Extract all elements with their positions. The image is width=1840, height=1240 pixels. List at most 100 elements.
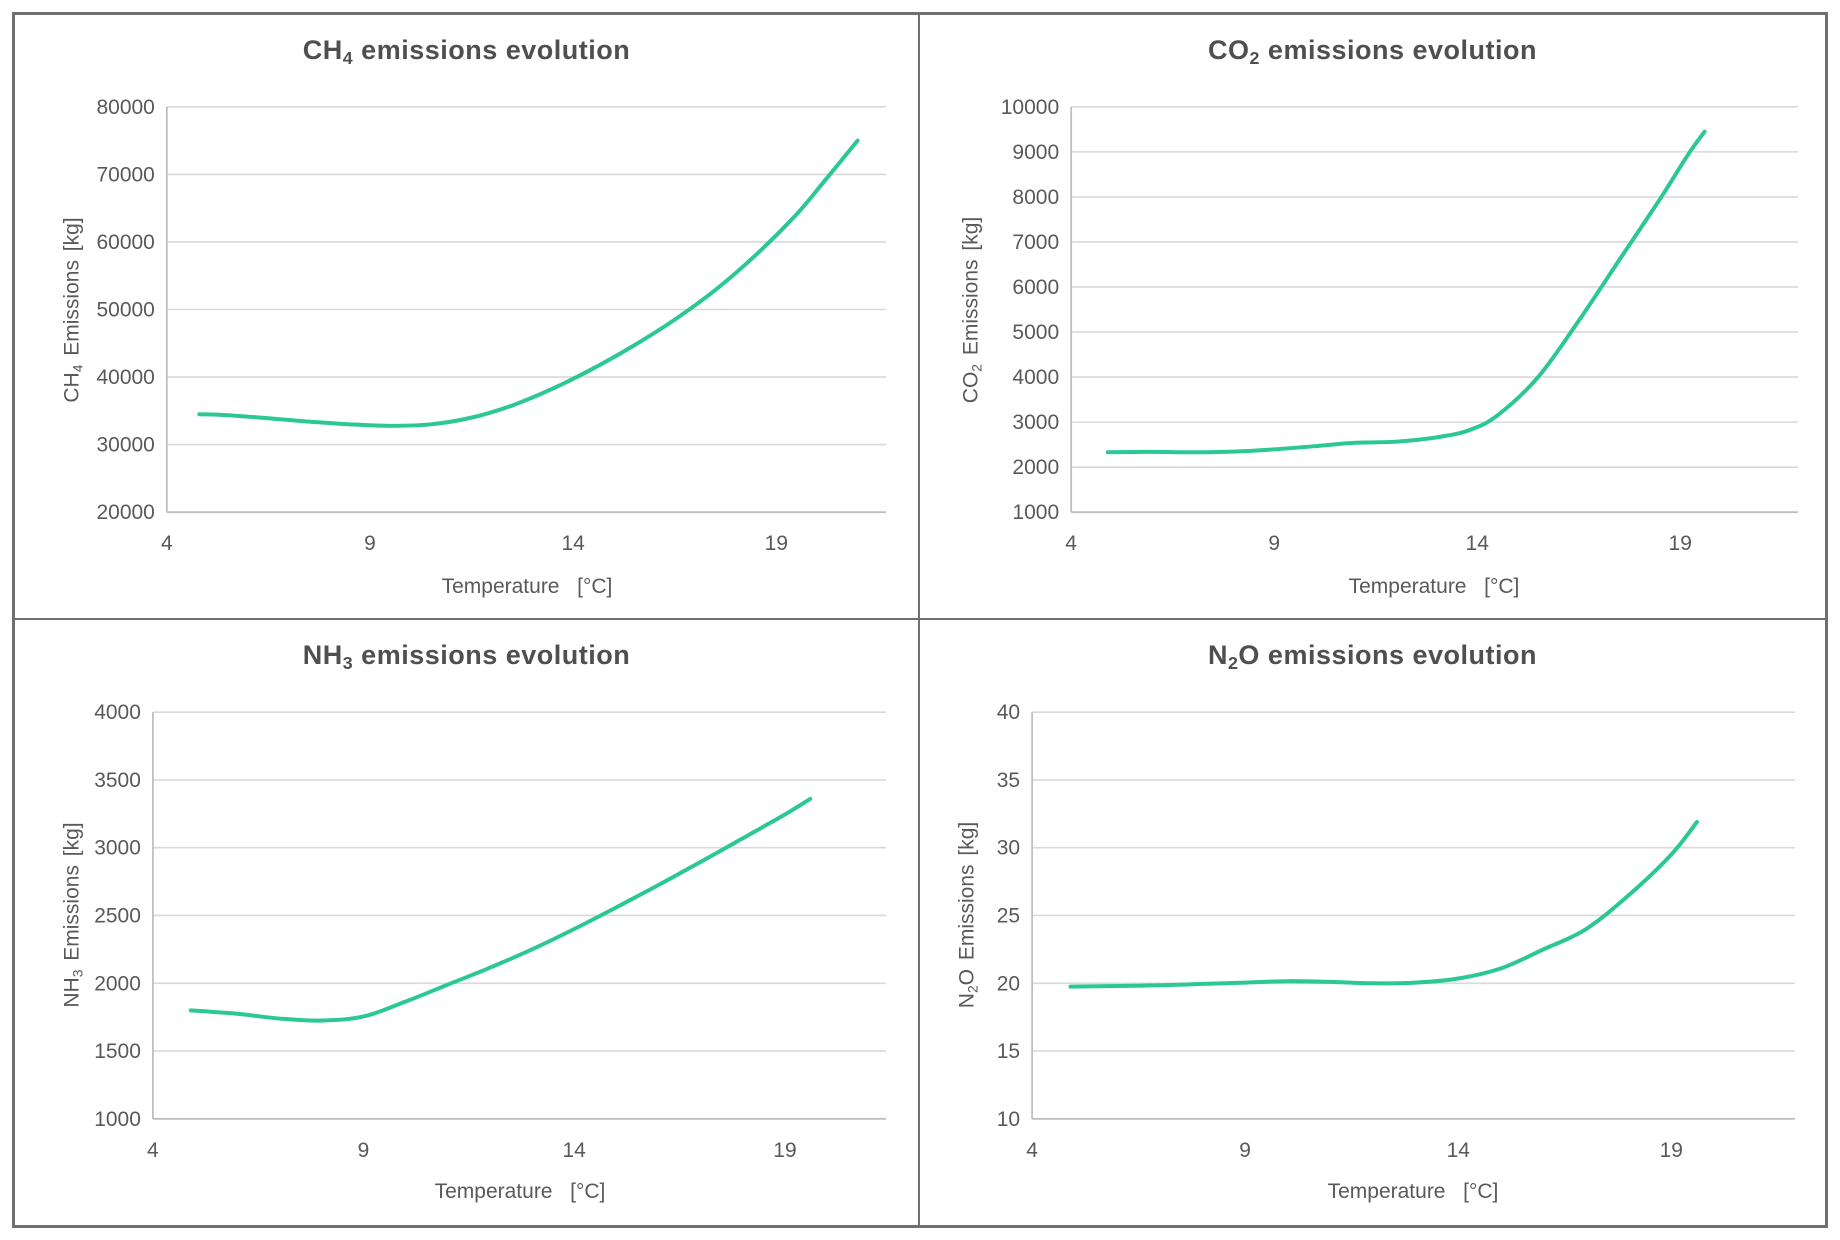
x-tick-label: 9 [358, 1139, 370, 1162]
y-tick-label: 60000 [97, 231, 155, 254]
y-tick-label: 35 [997, 769, 1020, 792]
text-segment: emissions evolution [1259, 35, 1537, 65]
text-segment: NH [60, 977, 84, 1008]
y-tick-label: 1000 [1012, 501, 1059, 524]
gridlines [1032, 711, 1795, 1120]
y-tick-label: 5000 [1012, 321, 1059, 344]
y-tick-label: 4000 [1012, 366, 1059, 389]
axes [1031, 712, 1795, 1120]
text-segment: emissions evolution [353, 35, 631, 65]
y-tick-label: 50000 [97, 299, 155, 322]
chart-panel-co2: CO2 emissions evolution 1000 2000 3000 4000… [920, 15, 1825, 620]
x-tick-label: 9 [1239, 1139, 1251, 1162]
text-segment: NH [302, 640, 343, 670]
text-segment: Emissions [kg] [60, 822, 84, 970]
subscript: 4 [342, 47, 354, 68]
chart-panel-nh3: NH3 emissions evolution 1000 1500 2000 2500… [15, 620, 920, 1225]
chart-panel-n2o: N2O emissions evolution 10 15 20 25 30 35 40 4 9… [920, 620, 1825, 1225]
subscript: 3 [342, 652, 354, 673]
y-tick-label: 20000 [97, 501, 155, 524]
chart-title: CH4 emissions evolution [15, 35, 918, 69]
y-tick-label: 10 [997, 1108, 1020, 1131]
gridlines [152, 711, 887, 1120]
x-axis-title: Temperature [°C] [1348, 575, 1520, 598]
chart-title: NH3 emissions evolution [15, 640, 918, 674]
y-axis-title: NH3 Emissions [kg] [61, 822, 86, 1007]
x-tick-label: 19 [773, 1139, 796, 1162]
subscript: 2 [1228, 652, 1239, 673]
y-tick-label: 2500 [94, 904, 141, 927]
series-line [1105, 129, 1707, 455]
x-tick-label: 4 [1065, 532, 1077, 555]
text-segment: O emissions evolution [1238, 640, 1537, 670]
tick-labels: 1000 1500 2000 2500 3000 3500 4000 4 9 14 19 [94, 701, 796, 1162]
x-tick-label: 19 [765, 532, 788, 555]
y-tick-label: 8000 [1012, 186, 1059, 209]
x-tick-label: 4 [161, 532, 173, 555]
x-axis-title: Temperature [°C] [441, 575, 613, 598]
x-axis-title: Temperature [°C] [1327, 1180, 1499, 1203]
subscript: 3 [69, 969, 86, 978]
y-axis-title: CH4 Emissions [kg] [61, 217, 86, 402]
text-segment: CH [60, 372, 84, 403]
y-tick-label: 70000 [97, 163, 155, 186]
y-axis-title: N2O Emissions [kg] [956, 822, 981, 1008]
y-tick-label: 9000 [1012, 141, 1059, 164]
tick-labels: 20000 30000 40000 50000 60000 70000 80000 4 9 14 1… [97, 96, 789, 555]
x-tick-label: 14 [563, 1139, 587, 1162]
y-tick-label: 15 [997, 1040, 1020, 1063]
y-tick-label: 30000 [97, 434, 155, 457]
charts-grid: CH4 emissions evolution 20000 30000 40000 5… [12, 12, 1828, 1228]
subscript: 2 [964, 985, 981, 994]
chart-canvas: 20000 30000 40000 50000 60000 70000 80000 4 9 14 1… [97, 96, 887, 555]
x-axis-title: Temperature [°C] [434, 1180, 606, 1203]
chart-canvas: 10 15 20 25 30 35 40 4 9 14 19 [997, 701, 1795, 1162]
series-line [1068, 819, 1699, 989]
text-segment: Emissions [kg] [959, 216, 983, 364]
x-tick-label: 14 [562, 532, 586, 555]
subscript: 2 [968, 364, 985, 372]
x-tick-label: 19 [1669, 532, 1692, 555]
y-tick-label: 7000 [1012, 231, 1059, 254]
chart-canvas: 1000 2000 3000 4000 5000 6000 7000 8000 9000 1000… [1001, 96, 1798, 555]
y-tick-label: 25 [997, 904, 1020, 927]
chart-canvas: 1000 1500 2000 2500 3000 3500 4000 4 9 14 19 [94, 701, 887, 1162]
series-line [188, 796, 813, 1023]
y-tick-label: 6000 [1012, 276, 1059, 299]
text-segment: emissions evolution [353, 640, 631, 670]
text-segment: CH [302, 35, 343, 65]
y-tick-label: 1500 [94, 1040, 141, 1063]
chart-title: CO2 emissions evolution [920, 35, 1825, 69]
y-tick-label: 2000 [94, 972, 141, 995]
text-segment: N [955, 993, 979, 1009]
tick-labels: 10 15 20 25 30 35 40 4 9 14 19 [997, 701, 1683, 1162]
x-tick-label: 9 [364, 532, 376, 555]
y-tick-label: 10000 [1001, 96, 1059, 119]
y-tick-label: 40000 [97, 366, 155, 389]
y-tick-label: 40 [997, 701, 1020, 724]
text-segment: Emissions [kg] [60, 217, 84, 365]
axes [151, 712, 887, 1120]
x-tick-label: 19 [1660, 1139, 1683, 1162]
gridlines [166, 106, 887, 513]
y-tick-label: 3000 [1012, 411, 1059, 434]
series-line [197, 138, 860, 428]
y-tick-label: 80000 [97, 96, 155, 119]
axes [1070, 106, 1798, 514]
y-tick-label: 3000 [94, 837, 141, 860]
subscript: 4 [69, 364, 86, 373]
x-tick-label: 4 [1026, 1139, 1038, 1162]
text-segment: O Emissions [kg] [955, 821, 979, 986]
y-tick-label: 2000 [1012, 456, 1059, 479]
subscript: 2 [1249, 47, 1260, 68]
y-tick-label: 3500 [94, 769, 141, 792]
text-segment: CO [1208, 35, 1250, 65]
y-tick-label: 30 [997, 837, 1020, 860]
chart-panel-ch4: CH4 emissions evolution 20000 30000 40000 5… [15, 15, 920, 620]
tick-labels: 1000 2000 3000 4000 5000 6000 7000 8000 9000 1000… [1001, 96, 1692, 555]
x-tick-label: 14 [1466, 532, 1490, 555]
text-segment: N [1208, 640, 1228, 670]
y-tick-label: 4000 [94, 701, 141, 724]
y-axis-title: CO2 Emissions [kg] [960, 217, 985, 403]
